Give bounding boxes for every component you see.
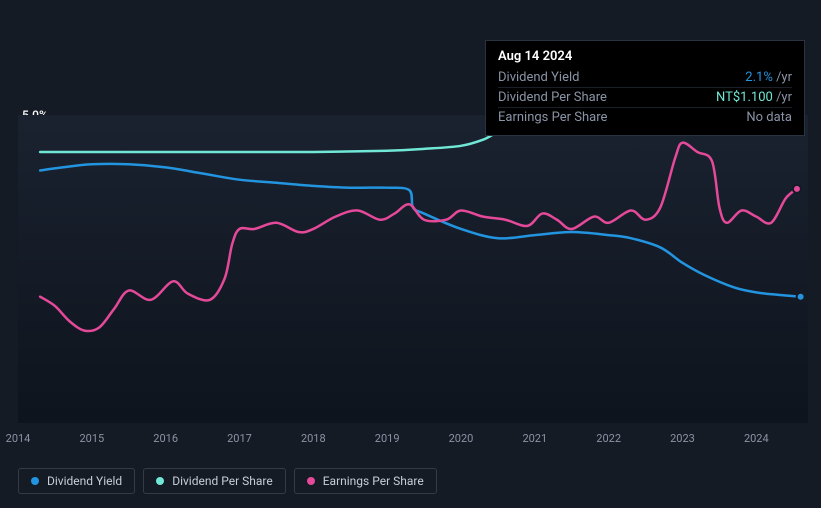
- tooltip-row: Earnings Per Share No data: [498, 108, 792, 127]
- x-tick: 2017: [227, 432, 252, 445]
- legend-label: Dividend Yield: [47, 474, 122, 488]
- tooltip-row-value: No data: [746, 110, 792, 125]
- series-end-dot: [793, 185, 801, 193]
- legend-label: Earnings Per Share: [323, 474, 424, 488]
- tooltip-row-label: Dividend Yield: [498, 70, 579, 85]
- x-tick: 2018: [301, 432, 326, 445]
- x-tick: 2015: [79, 432, 104, 445]
- tooltip-date: Aug 14 2024: [498, 49, 792, 64]
- tooltip-panel: Aug 14 2024 Dividend Yield2.1% /yrDivide…: [485, 40, 805, 136]
- legend-dot-icon: [307, 477, 315, 485]
- x-tick: 2014: [6, 432, 31, 445]
- series-end-dot: [797, 293, 805, 301]
- x-tick: 2020: [449, 432, 474, 445]
- x-tick: 2021: [522, 432, 547, 445]
- legend: Dividend Yield Dividend Per Share Earnings…: [18, 468, 437, 494]
- tooltip-row-label: Earnings Per Share: [498, 110, 607, 125]
- legend-label: Dividend Per Share: [172, 474, 273, 488]
- plot-area[interactable]: [18, 115, 808, 423]
- legend-item[interactable]: Dividend Per Share: [143, 468, 286, 494]
- x-tick: 2022: [596, 432, 621, 445]
- series-line: [40, 164, 800, 297]
- tooltip-rows: Dividend Yield 2.1% /yr Dividend Per Share…: [498, 68, 792, 127]
- x-tick: 2024: [744, 432, 769, 445]
- tooltip-row-label: Dividend Per Share: [498, 90, 607, 105]
- legend-item[interactable]: Earnings Per Share: [294, 468, 437, 494]
- chart-container: Aug 14 2024 Dividend Yield2.1% /yrDivide…: [0, 0, 821, 508]
- x-tick: 2019: [375, 432, 400, 445]
- series-line: [40, 143, 797, 331]
- x-axis: 2014201520162017201820192020202120222023…: [18, 432, 808, 452]
- legend-item[interactable]: Dividend Yield: [18, 468, 135, 494]
- legend-dot-icon: [156, 477, 164, 485]
- x-tick: 2023: [670, 432, 695, 445]
- tooltip-row-value: NT$1.100 /yr: [716, 90, 792, 105]
- chart-svg: [18, 115, 808, 423]
- legend-dot-icon: [31, 477, 39, 485]
- tooltip-row: Dividend Yield 2.1% /yr: [498, 68, 792, 88]
- x-tick: 2016: [153, 432, 178, 445]
- tooltip-row-value: 2.1% /yr: [745, 70, 792, 85]
- tooltip-row: Dividend Per Share NT$1.100 /yr: [498, 88, 792, 108]
